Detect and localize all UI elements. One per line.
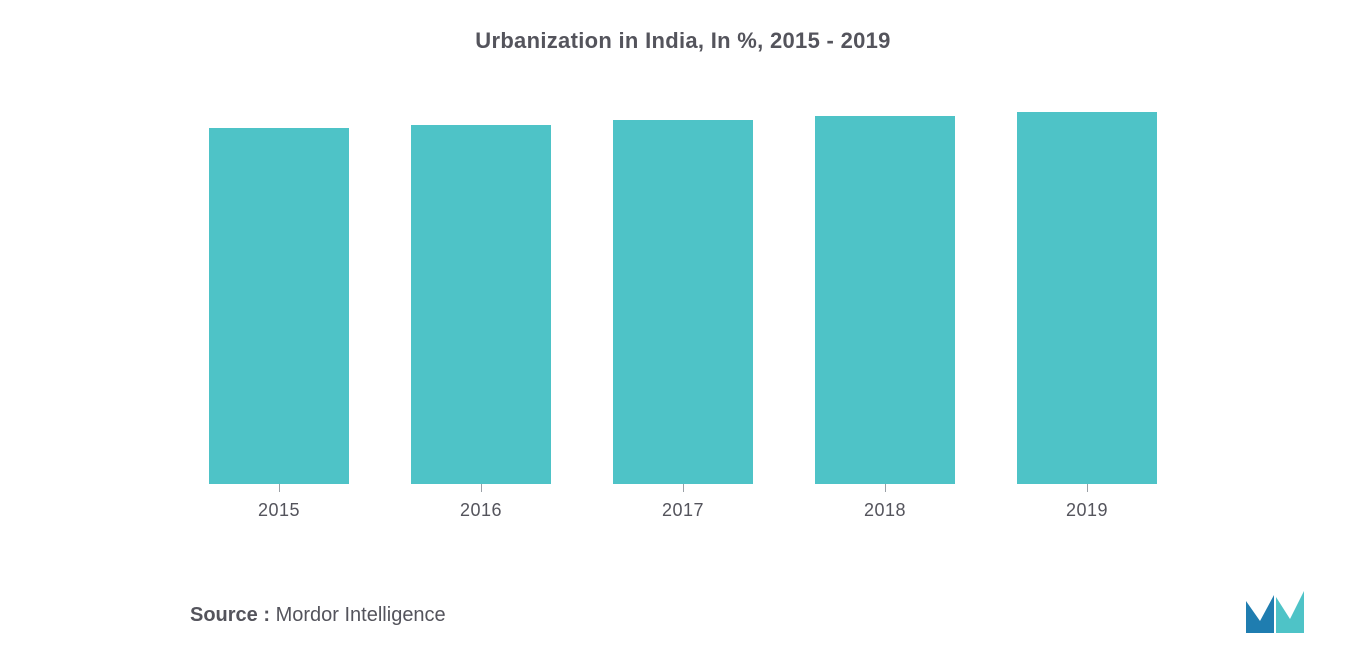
tick-mark [1087, 484, 1088, 492]
source-label: Source : [190, 604, 270, 626]
tick-slot: 2016 [380, 484, 582, 521]
tick-slot: 2019 [986, 484, 1188, 521]
source-attribution: Source : Mordor Intelligence [190, 604, 446, 627]
x-tick-label: 2018 [864, 500, 906, 521]
bar [411, 125, 551, 484]
bar-slot [784, 104, 986, 484]
bar-slot [986, 104, 1188, 484]
x-tick-label: 2017 [662, 500, 704, 521]
tick-mark [683, 484, 684, 492]
tick-mark [279, 484, 280, 492]
source-value: Mordor Intelligence [276, 604, 446, 626]
plot-area [178, 104, 1188, 484]
x-axis-ticks: 2015 2016 2017 2018 2019 [178, 484, 1188, 521]
tick-slot: 2018 [784, 484, 986, 521]
tick-slot: 2017 [582, 484, 784, 521]
chart-title: Urbanization in India, In %, 2015 - 2019 [40, 28, 1326, 54]
bar-slot [380, 104, 582, 484]
x-tick-label: 2019 [1066, 500, 1108, 521]
chart-container: Urbanization in India, In %, 2015 - 2019… [0, 0, 1366, 655]
x-tick-label: 2015 [258, 500, 300, 521]
tick-mark [481, 484, 482, 492]
bar [815, 116, 955, 484]
bar [1017, 112, 1157, 484]
bar-slot [582, 104, 784, 484]
tick-mark [885, 484, 886, 492]
mordor-logo-icon [1242, 587, 1314, 637]
tick-slot: 2015 [178, 484, 380, 521]
x-tick-label: 2016 [460, 500, 502, 521]
bar-slot [178, 104, 380, 484]
bar [209, 128, 349, 484]
bar [613, 120, 753, 484]
